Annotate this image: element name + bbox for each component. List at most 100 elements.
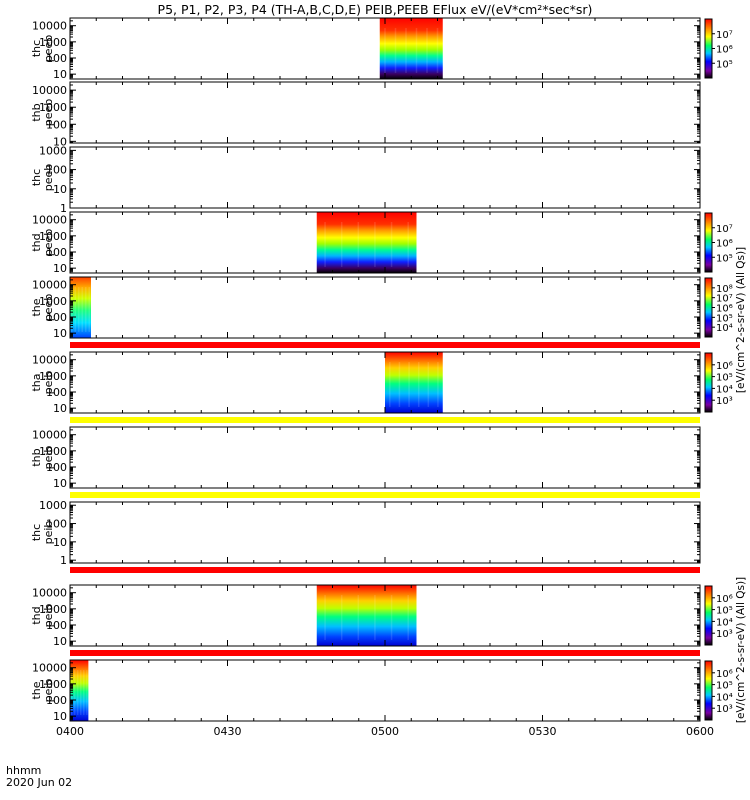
y-tick-label: 1000 [39,499,67,512]
y-tick-label: 100 [46,518,67,531]
y-tick-label: 1000 [39,295,67,308]
panel-frame [69,146,701,209]
colorbar-tick-label: 10³ [716,629,733,640]
x-tick-label: 0500 [371,725,399,738]
colorbar-tick-label: 10⁶ [716,594,733,605]
y-tick-label: 10 [53,183,67,196]
y-tick-label: 1000 [39,144,67,157]
y-tick-label: 10000 [32,84,67,97]
panel-frame [69,81,701,144]
colorbar-tick-label: 10⁸ [716,284,733,295]
panel-label-product: peeb [42,164,55,192]
y-tick-label: 10 [53,135,67,148]
panel-thc-peeb: 10 100 1000 10000 thc peeb 10⁵ 10⁶ 10⁷ [30,17,733,81]
colorbar-tick-label: 10⁴ [716,692,733,703]
y-tick-label: 100 [46,52,67,65]
y-tick-label: 100 [46,694,67,707]
panel-frame [69,426,701,489]
y-tick-label: 10 [53,262,67,275]
panel-label-product: peib [42,371,55,395]
colorbar-tick-label: 10⁵ [716,253,733,264]
y-tick-label: 10 [53,402,67,415]
colorbar [704,585,713,646]
colorbar-tick-label: 10⁷ [716,30,733,41]
colorbar [704,212,713,273]
colorbar-tick-label: 10⁶ [716,239,733,250]
y-tick-label: 10 [53,477,67,490]
y-tick-label: 100 [46,246,67,259]
x-tick-label: 0430 [214,725,242,738]
panel-thc-peeb: 1 10 100 1000 thc peeb [30,144,701,215]
y-tick-label: 1 [60,202,67,215]
y-tick-label: 100 [46,118,67,131]
colorbar [704,277,713,338]
y-tick-label: 10000 [32,587,67,600]
colorbar-tick-label: 10³ [716,396,733,407]
side-label-electrons: [eV/(cm^2-s-sr-eV) (All Qs)] [735,247,747,393]
colorbar-tick-label: 10⁶ [716,45,733,56]
x-tick-label: 0530 [529,725,557,738]
panel-label-probe: tha [30,373,43,391]
data-block-the-peeb-0 [70,277,91,338]
colorbar-tick-label: 10⁵ [716,59,733,70]
colorbar-tick-label: 10⁷ [716,294,733,305]
panel-label-probe: thb [30,448,43,466]
x-tick-label: 0400 [56,725,84,738]
panel-label-product: peib [42,604,55,628]
colorbar-tick-label: 10⁵ [716,606,733,617]
colorbar-tick-label: 10⁴ [716,617,733,628]
colorbar-tick-label: 10⁴ [716,384,733,395]
data-block-thd-peeb-0 [316,212,417,273]
colorbar-tick-label: 10⁶ [716,304,733,315]
colorbar-tick-label: 10⁵ [716,313,733,324]
colorbar-tick-label: 10⁷ [716,224,733,235]
y-tick-label: 1000 [39,678,67,691]
status-bar-red [70,342,700,348]
panel-thb-peib: 10 100 1000 10000 thb peib [30,426,701,498]
colorbar-tick-label: 10³ [716,704,733,715]
panel-label-product: peeb [42,229,55,257]
y-tick-label: 10000 [32,429,67,442]
x-tick-label: 0600 [686,725,714,738]
panel-label-probe: thd [30,606,43,624]
colorbar-tick-label: 10⁵ [716,681,733,692]
panel-label-product: peib [42,446,55,470]
panel-label-probe: thd [30,233,43,251]
panel-thd-peeb: 10 100 1000 10000 thd peeb 10⁵ 10⁶ 10⁷ [30,211,733,275]
y-tick-label: 100 [46,311,67,324]
data-block-thd-peib-0 [316,585,417,646]
y-tick-label: 10000 [32,662,67,675]
y-tick-label: 1000 [39,445,67,458]
y-tick-label: 100 [46,386,67,399]
panel-label-product: peeb [42,35,55,63]
colorbar [704,18,713,79]
y-tick-label: 100 [46,461,67,474]
status-bar-red [70,567,700,573]
panel-thb-peeb: 10 100 1000 10000 thb peeb [30,81,701,148]
y-tick-label: 10 [53,68,67,81]
y-tick-label: 1000 [39,603,67,616]
colorbar-tick-label: 10⁶ [716,669,733,680]
status-bar-yellow [70,417,700,423]
y-tick-label: 100 [46,164,67,177]
y-tick-label: 100 [46,619,67,632]
panel-label-product: peeb [42,294,55,322]
chart-title: P5, P1, P2, P3, P4 (TH-A,B,C,D,E) PEIB,P… [158,2,593,17]
y-tick-label: 10 [53,710,67,723]
y-tick-label: 1000 [39,101,67,114]
panel-label-product: peeb [42,99,55,127]
panel-frame [69,501,701,564]
panel-label-probe: the [30,298,43,316]
y-tick-label: 1000 [39,370,67,383]
y-tick-label: 1000 [39,36,67,49]
panel-label-product: peib [42,679,55,703]
status-bar-red [70,650,700,656]
x-corner-label: hhmm [6,764,41,777]
panel-label-product: peib [42,521,55,545]
panel-label-probe: the [30,681,43,699]
data-block-the-peib-0 [70,660,89,721]
y-tick-label: 10 [53,327,67,340]
